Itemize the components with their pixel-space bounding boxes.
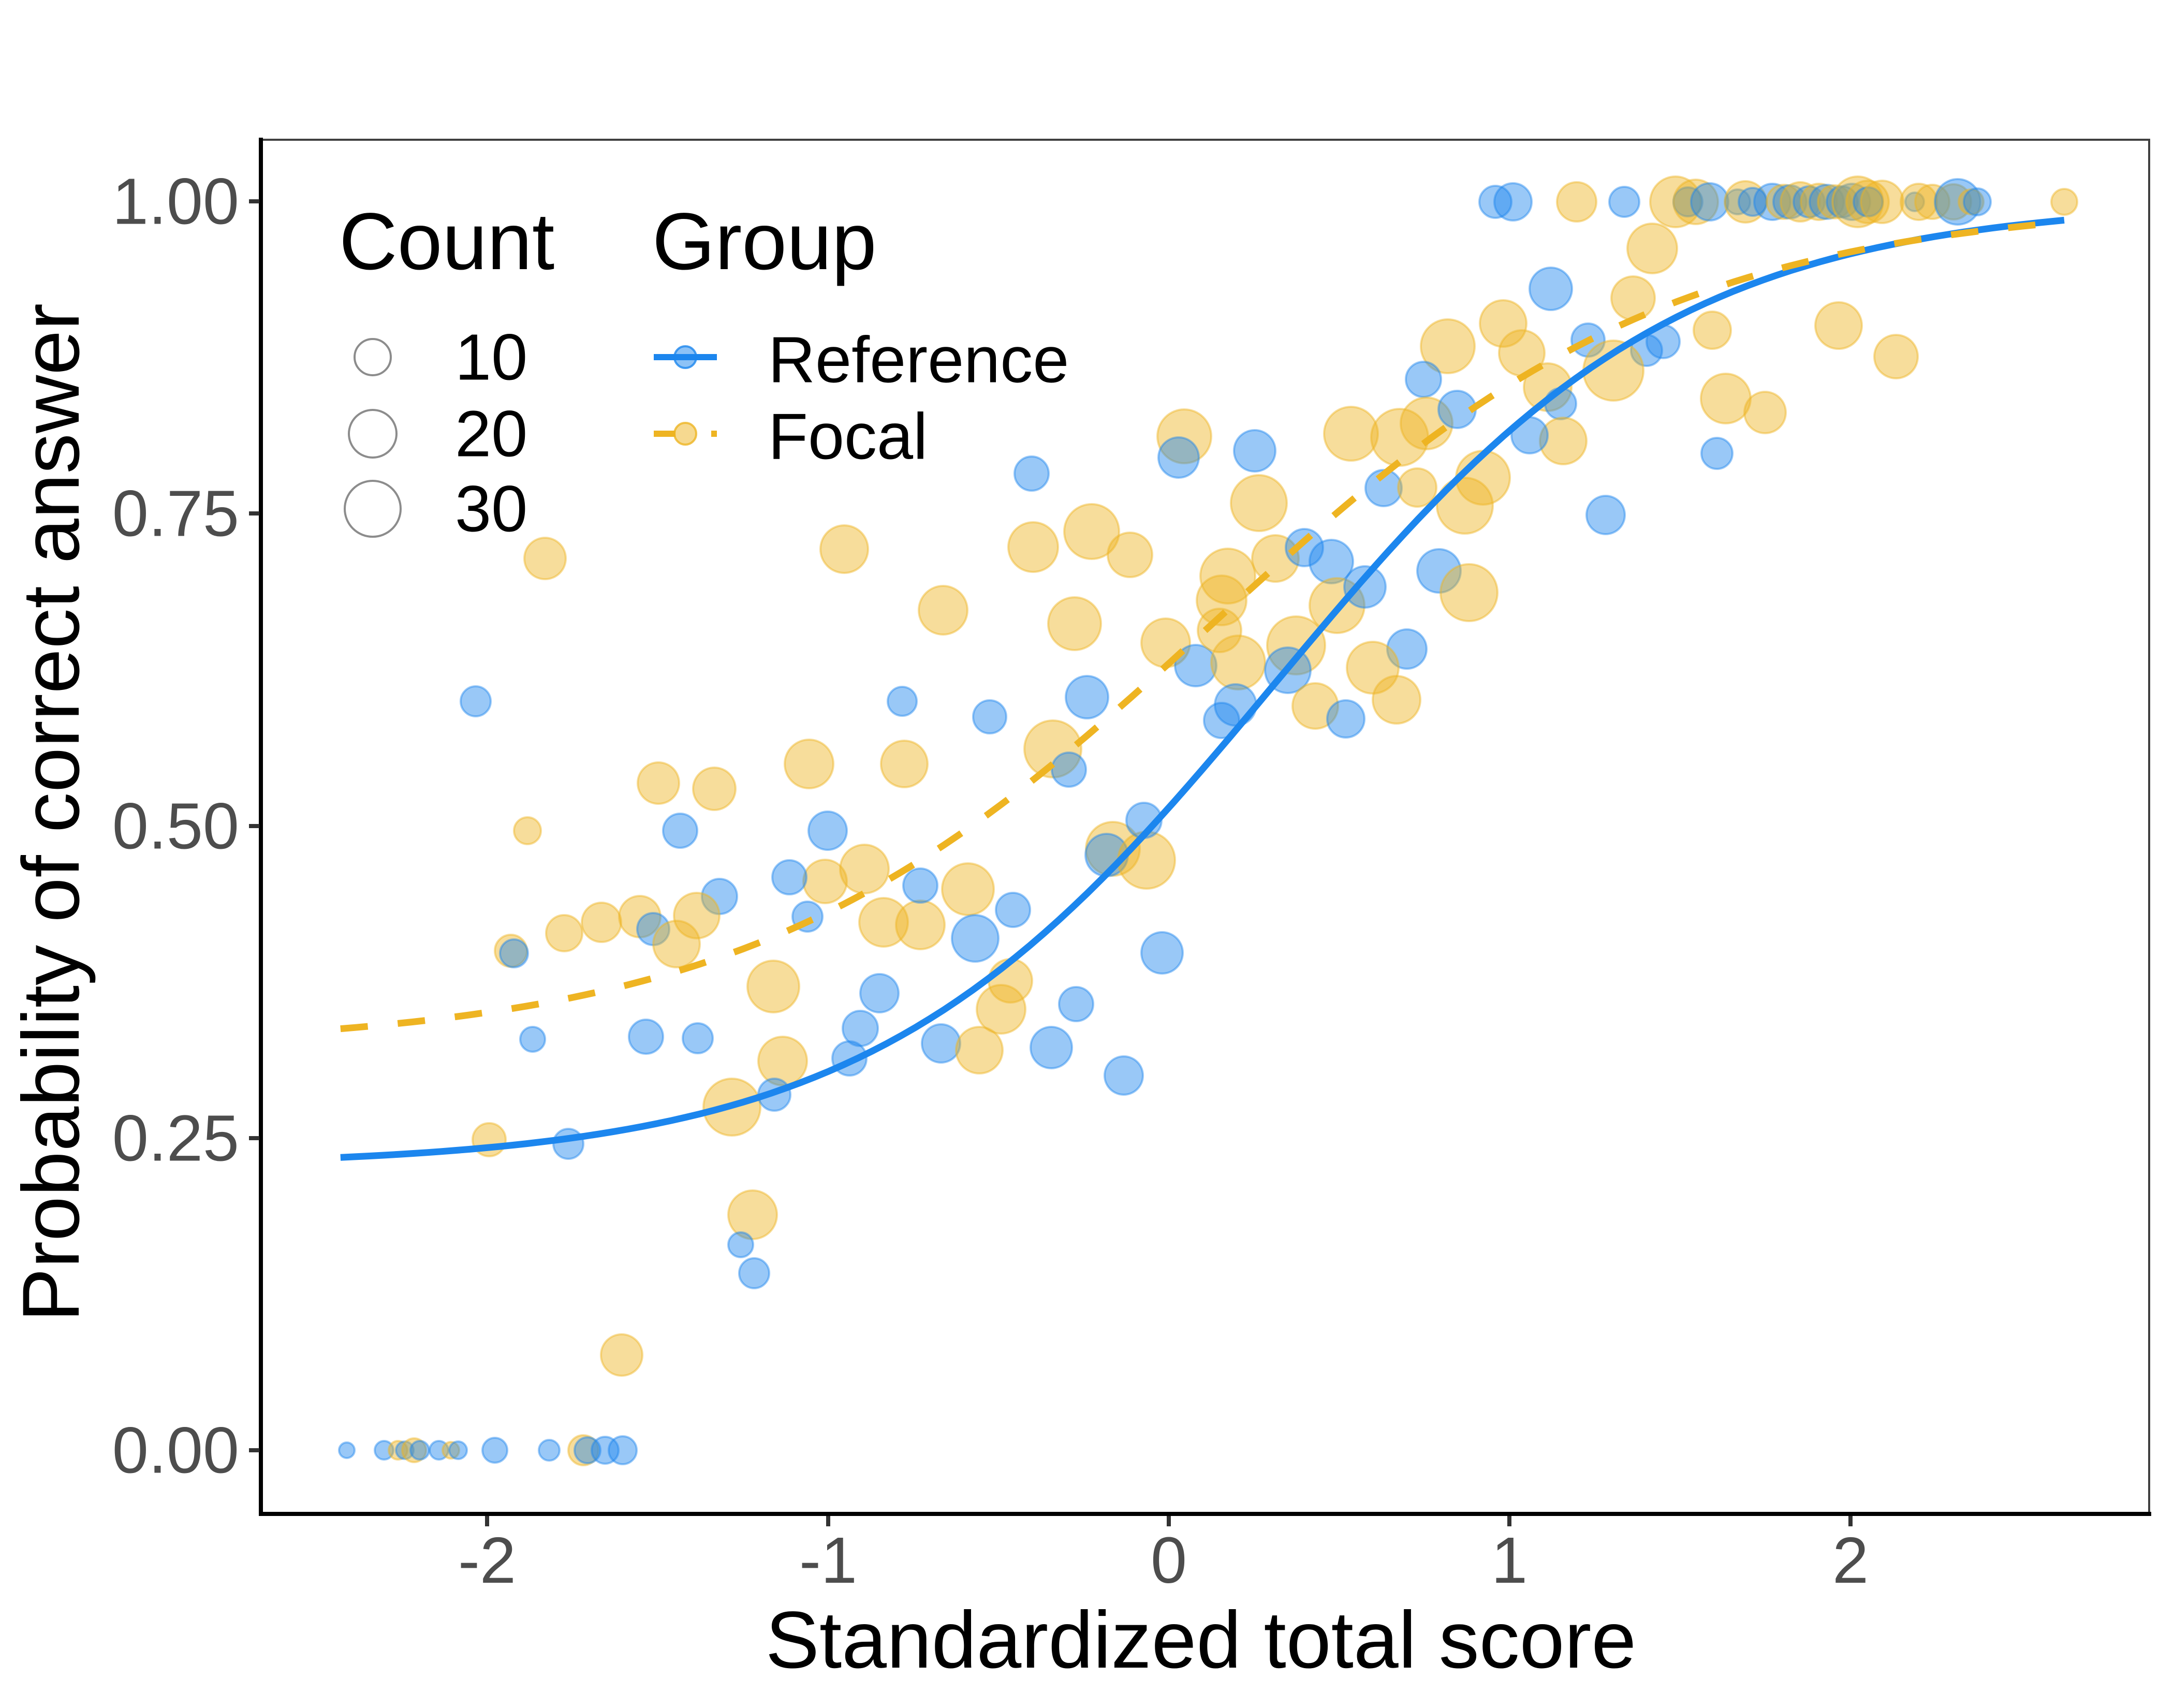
svg-text:Standardized total score: Standardized total score — [766, 1595, 1636, 1685]
svg-text:2: 2 — [1832, 1524, 1869, 1597]
svg-text:1: 1 — [1491, 1524, 1527, 1597]
svg-text:0: 0 — [1151, 1524, 1187, 1597]
svg-text:-2: -2 — [458, 1524, 516, 1597]
svg-text:20: 20 — [455, 397, 527, 470]
svg-text:-1: -1 — [799, 1524, 857, 1597]
svg-text:10: 10 — [455, 321, 527, 394]
svg-text:30: 30 — [455, 473, 527, 546]
svg-text:0.00: 0.00 — [112, 1414, 239, 1487]
svg-text:0.25: 0.25 — [112, 1102, 239, 1175]
svg-text:1.00: 1.00 — [112, 165, 239, 238]
svg-text:Count: Count — [339, 197, 554, 287]
svg-text:0.75: 0.75 — [112, 477, 239, 550]
svg-text:Reference: Reference — [768, 323, 1069, 396]
svg-text:0.50: 0.50 — [112, 790, 239, 863]
svg-text:Focal: Focal — [768, 400, 928, 473]
svg-text:Probability of correct answer: Probability of correct answer — [6, 303, 96, 1322]
svg-text:Group: Group — [652, 197, 877, 287]
